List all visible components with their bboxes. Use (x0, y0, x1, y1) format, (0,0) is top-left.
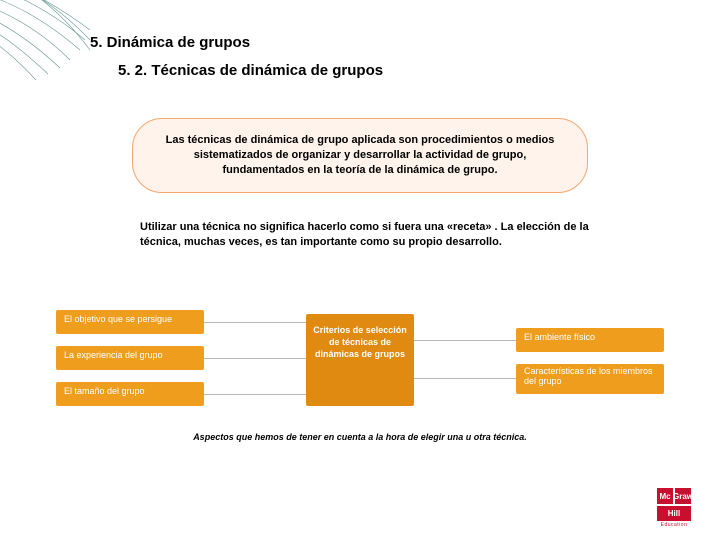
diagram-right-item: Características de los miembros del grup… (516, 364, 664, 394)
logo-part: Mc (657, 488, 673, 504)
diagram-left-item: El objetivo que se persigue (56, 310, 204, 334)
connector (414, 340, 516, 341)
connector (204, 394, 306, 395)
logo-part: Hill (657, 506, 691, 521)
logo-subtext: Education (661, 522, 688, 528)
body-paragraph: Utilizar una técnica no significa hacerl… (140, 220, 610, 250)
publisher-logo: Mc Graw Hill Education (650, 488, 698, 528)
diagram-caption: Aspectos que hemos de tener en cuenta a … (0, 432, 720, 442)
definition-callout: Las técnicas de dinámica de grupo aplica… (132, 118, 588, 193)
diagram-left-item: La experiencia del grupo (56, 346, 204, 370)
subsection-heading: 5. 2. Técnicas de dinámica de grupos (118, 62, 383, 79)
connector (204, 358, 306, 359)
section-heading: 5. Dinámica de grupos (90, 34, 250, 51)
diagram-center: Criterios de selección de técnicas de di… (306, 314, 414, 406)
criteria-diagram: Criterios de selección de técnicas de di… (56, 300, 664, 420)
diagram-left-item: El tamaño del grupo (56, 382, 204, 406)
diagram-right-item: El ambiente físico (516, 328, 664, 352)
connector (414, 378, 516, 379)
connector (204, 322, 306, 323)
logo-part: Graw (675, 488, 691, 504)
corner-decoration (0, 0, 90, 90)
